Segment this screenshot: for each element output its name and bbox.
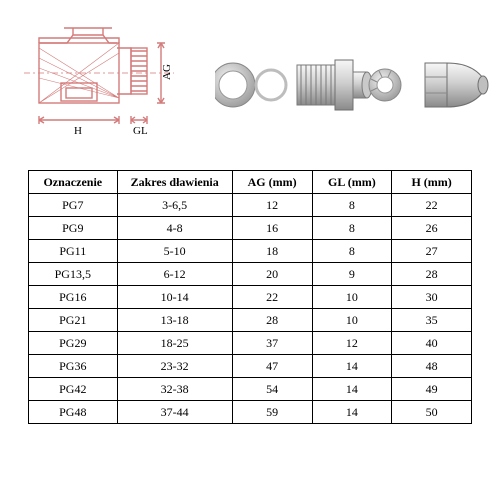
table-cell: 14 [312,378,392,401]
table-row: PG94-816826 [29,217,472,240]
table-cell: PG29 [29,332,118,355]
images-area: H GL AG [0,0,500,160]
table-cell: 5-10 [117,240,232,263]
table-cell: 3-6,5 [117,194,232,217]
table-cell: 10 [312,286,392,309]
table-cell: 8 [312,194,392,217]
table-row: PG4837-44591450 [29,401,472,424]
table-cell: 35 [392,309,472,332]
table-cell: 12 [312,332,392,355]
table-cell: 10 [312,309,392,332]
table-cell: PG42 [29,378,118,401]
table-cell: 8 [312,217,392,240]
table-cell: 12 [232,194,312,217]
table-cell: 18-25 [117,332,232,355]
technical-drawing: H GL AG [14,18,194,148]
col-header: AG (mm) [232,171,312,194]
table-cell: PG16 [29,286,118,309]
table-header-row: Oznaczenie Zakres dławienia AG (mm) GL (… [29,171,472,194]
table-cell: 47 [232,355,312,378]
table-cell: 4-8 [117,217,232,240]
table-cell: 28 [232,309,312,332]
table-cell: 23-32 [117,355,232,378]
table-cell: 32-38 [117,378,232,401]
table-cell: 50 [392,401,472,424]
table-cell: 9 [312,263,392,286]
table-cell: PG13,5 [29,263,118,286]
table-row: PG73-6,512822 [29,194,472,217]
table-cell: 54 [232,378,312,401]
table-body: PG73-6,512822PG94-816826PG115-1018827PG1… [29,194,472,424]
table-cell: PG11 [29,240,118,263]
table-cell: PG9 [29,217,118,240]
col-header: H (mm) [392,171,472,194]
col-header: GL (mm) [312,171,392,194]
table-cell: 37 [232,332,312,355]
dim-label-ag: AG [161,64,173,80]
table-cell: 22 [392,194,472,217]
table-cell: 30 [392,286,472,309]
table-cell: 18 [232,240,312,263]
table-cell: PG48 [29,401,118,424]
table-cell: 27 [392,240,472,263]
table-cell: 16 [232,217,312,240]
table-cell: 28 [392,263,472,286]
exploded-photo [215,30,490,140]
table-cell: 20 [232,263,312,286]
table-cell: 14 [312,355,392,378]
spec-table-container: Oznaczenie Zakres dławienia AG (mm) GL (… [28,170,472,424]
table-cell: PG7 [29,194,118,217]
table-cell: 40 [392,332,472,355]
table-cell: 37-44 [117,401,232,424]
table-cell: PG21 [29,309,118,332]
table-row: PG1610-14221030 [29,286,472,309]
table-cell: 13-18 [117,309,232,332]
table-row: PG3623-32471448 [29,355,472,378]
table-cell: 49 [392,378,472,401]
table-row: PG4232-38541449 [29,378,472,401]
table-cell: 8 [312,240,392,263]
table-cell: 22 [232,286,312,309]
col-header: Zakres dławienia [117,171,232,194]
spec-table: Oznaczenie Zakres dławienia AG (mm) GL (… [28,170,472,424]
dim-label-h: H [74,125,82,137]
table-row: PG13,56-1220928 [29,263,472,286]
table-row: PG115-1018827 [29,240,472,263]
table-cell: PG36 [29,355,118,378]
table-cell: 48 [392,355,472,378]
table-cell: 26 [392,217,472,240]
table-cell: 10-14 [117,286,232,309]
table-row: PG2918-25371240 [29,332,472,355]
table-row: PG2113-18281035 [29,309,472,332]
table-cell: 6-12 [117,263,232,286]
table-cell: 14 [312,401,392,424]
col-header: Oznaczenie [29,171,118,194]
table-cell: 59 [232,401,312,424]
dim-label-gl: GL [133,125,148,137]
